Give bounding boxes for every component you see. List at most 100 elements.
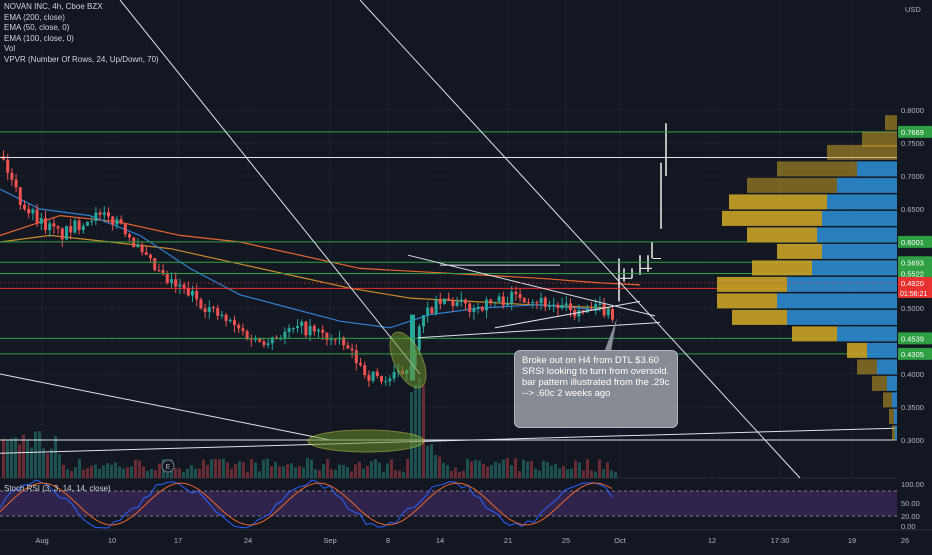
volume-bar	[570, 468, 573, 478]
annotation-callout[interactable]: Broke out on H4 from DTL $3.60 SRSI look…	[514, 350, 678, 428]
price-tick-label: 0.4000	[901, 370, 924, 379]
candle-body	[262, 341, 266, 345]
candle-body	[455, 301, 459, 306]
time-tick-label: Oct	[614, 536, 627, 545]
volume-bar	[586, 459, 589, 478]
volume-bar	[2, 438, 5, 478]
price-level-tag	[898, 332, 932, 345]
candle-body	[44, 218, 47, 231]
price-level-tag-label: 0.4539	[901, 334, 924, 343]
stoch-rsi-label[interactable]: Stoch RSI (3, 3, 14, 14, close)	[4, 484, 111, 493]
volume-bar	[290, 463, 293, 478]
volume-bar	[126, 467, 129, 478]
rsi-tick-label: 0.00	[901, 522, 916, 531]
indicator-volume[interactable]: Vol	[4, 44, 16, 53]
candle-body	[359, 363, 362, 366]
volume-bar	[614, 471, 617, 478]
indicator-ema-100[interactable]: EMA (100, close, 0)	[4, 33, 74, 43]
candle-body	[304, 321, 308, 336]
candle-body	[443, 298, 446, 304]
vpvr-row-down	[717, 276, 787, 292]
volume-bar	[394, 470, 397, 478]
volume-bar	[62, 464, 65, 478]
price-tick-label: 0.7500	[901, 139, 924, 148]
volume-bar	[558, 468, 561, 478]
candle-body	[94, 212, 98, 222]
volume-bar	[430, 444, 433, 478]
volume-bar	[482, 463, 485, 478]
volume-bar	[402, 471, 405, 478]
volume-bar	[390, 459, 393, 478]
volume-bar	[58, 454, 61, 478]
rsi-tick-label: 20.00	[901, 512, 920, 521]
candle-body	[266, 343, 270, 345]
time-tick-label: Aug	[35, 536, 48, 545]
candle-body	[300, 321, 304, 327]
candle-body	[539, 297, 543, 304]
trend-line	[0, 427, 898, 454]
volume-bar	[14, 437, 17, 478]
candle-body	[254, 338, 257, 340]
candle-body	[514, 291, 518, 295]
time-tick-label: 17:30	[771, 536, 790, 545]
volume-bar	[138, 460, 141, 478]
volume-bar	[366, 465, 369, 478]
volume-bar	[534, 468, 537, 478]
vpvr-row-down	[847, 342, 867, 358]
stoch-rsi-d-line	[0, 482, 613, 526]
volume-bar	[262, 459, 265, 478]
volume-bar	[550, 465, 553, 478]
volume-bar	[370, 461, 373, 478]
indicator-ema-50[interactable]: EMA (50, close, 0)	[4, 23, 70, 32]
vpvr-row-up	[894, 408, 897, 424]
candle-body	[174, 279, 178, 287]
volume-bar	[554, 464, 557, 478]
vpvr-row-up	[787, 276, 897, 292]
volume-bar	[70, 471, 73, 478]
volume-bar	[418, 377, 421, 478]
volume-bar	[282, 466, 285, 478]
trend-lines	[0, 0, 898, 479]
volume-bar	[442, 462, 445, 478]
volume-bar	[38, 431, 41, 478]
candle-body	[480, 306, 484, 311]
indicator-ema-200[interactable]: EMA (200, close)	[4, 12, 65, 22]
volume-bar	[286, 464, 289, 478]
candle-body	[245, 331, 249, 340]
candle-body	[312, 325, 316, 332]
vpvr-row-down	[747, 227, 817, 243]
volume-bar	[426, 445, 429, 478]
highlight-ellipse-breakout	[389, 331, 427, 389]
volume-bar	[74, 467, 77, 478]
price-levels	[0, 131, 897, 441]
candle-body	[291, 328, 295, 330]
volume-bar	[522, 459, 525, 478]
volume-bar	[246, 471, 249, 478]
candle-body	[86, 221, 89, 226]
volume-bar	[590, 470, 593, 478]
volume-bar	[94, 464, 97, 478]
candle-body	[392, 372, 396, 379]
indicator-vpvr[interactable]: VPVR (Number Of Rows, 24, Up/Down, 70)	[4, 54, 159, 64]
volume-bar	[474, 460, 477, 478]
axis-currency: USD	[905, 5, 921, 14]
candle-body	[325, 332, 329, 340]
volume-bar	[302, 467, 305, 478]
highlight-ellipse-support	[307, 429, 425, 453]
vpvr-row-up	[817, 227, 897, 243]
volume-bar	[450, 470, 453, 478]
earnings-marker-glyph: E	[166, 464, 171, 471]
candle-body	[161, 270, 165, 274]
vpvr-row-up	[787, 309, 897, 325]
price-tick-label: 0.8000	[901, 106, 924, 115]
candle-body	[518, 294, 522, 299]
volume-bar	[206, 465, 209, 478]
volume-bar	[330, 469, 333, 478]
volume-bar	[466, 459, 469, 478]
volume-bar	[106, 463, 109, 478]
volume-bar	[190, 465, 193, 478]
vpvr-row-up	[877, 359, 897, 375]
volume-bar	[386, 463, 389, 478]
